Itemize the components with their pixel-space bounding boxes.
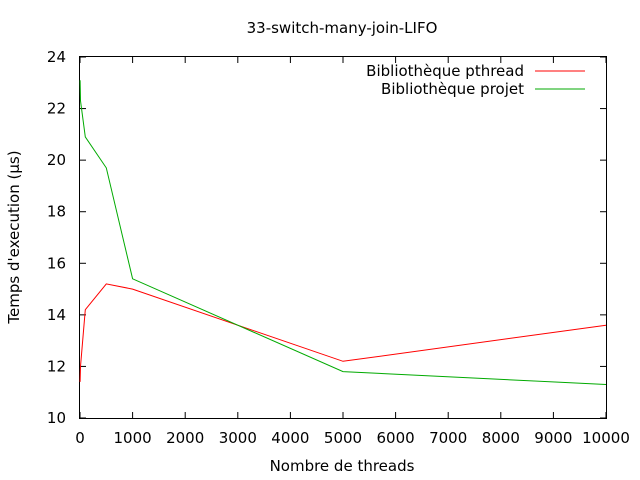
x-tick-label: 0 [75,429,85,447]
y-tick-label: 14 [47,306,66,324]
y-tick-label: 20 [47,151,66,169]
y-tick-label: 24 [47,48,66,66]
series-lines [79,80,607,385]
x-tick-label: 6000 [377,429,415,447]
y-tick-label: 18 [47,203,66,221]
x-tick-label: 1000 [114,429,152,447]
y-tick-label: 10 [47,409,66,427]
x-tick-label: 9000 [534,429,572,447]
x-tick-label: 7000 [429,429,467,447]
x-tick-label: 8000 [482,429,520,447]
y-tick-label: 22 [47,100,66,118]
x-tick-label: 4000 [271,429,309,447]
x-tick-label: 5000 [324,429,362,447]
legend-label: Bibliothèque projet [381,80,524,98]
chart-title: 33-switch-many-join-LIFO [247,19,438,37]
series-line-1 [79,283,607,382]
legend-label: Bibliothèque pthread [366,62,524,80]
x-tick-label: 2000 [166,429,204,447]
x-tick-label: 3000 [219,429,257,447]
y-tick-label: 16 [47,254,66,272]
y-axis-label: Temps d'execution (µs) [5,150,23,324]
x-axis-label: Nombre de threads [270,457,415,475]
y-tick-label: 12 [47,357,66,375]
x-tick-label: 10000 [582,429,630,447]
series-line-2 [79,80,607,385]
plot-frame [79,56,607,419]
axis-ticks: 0 1000 2000 3000 4000 5000 6000 7000 8000 9000 100… [47,48,630,447]
